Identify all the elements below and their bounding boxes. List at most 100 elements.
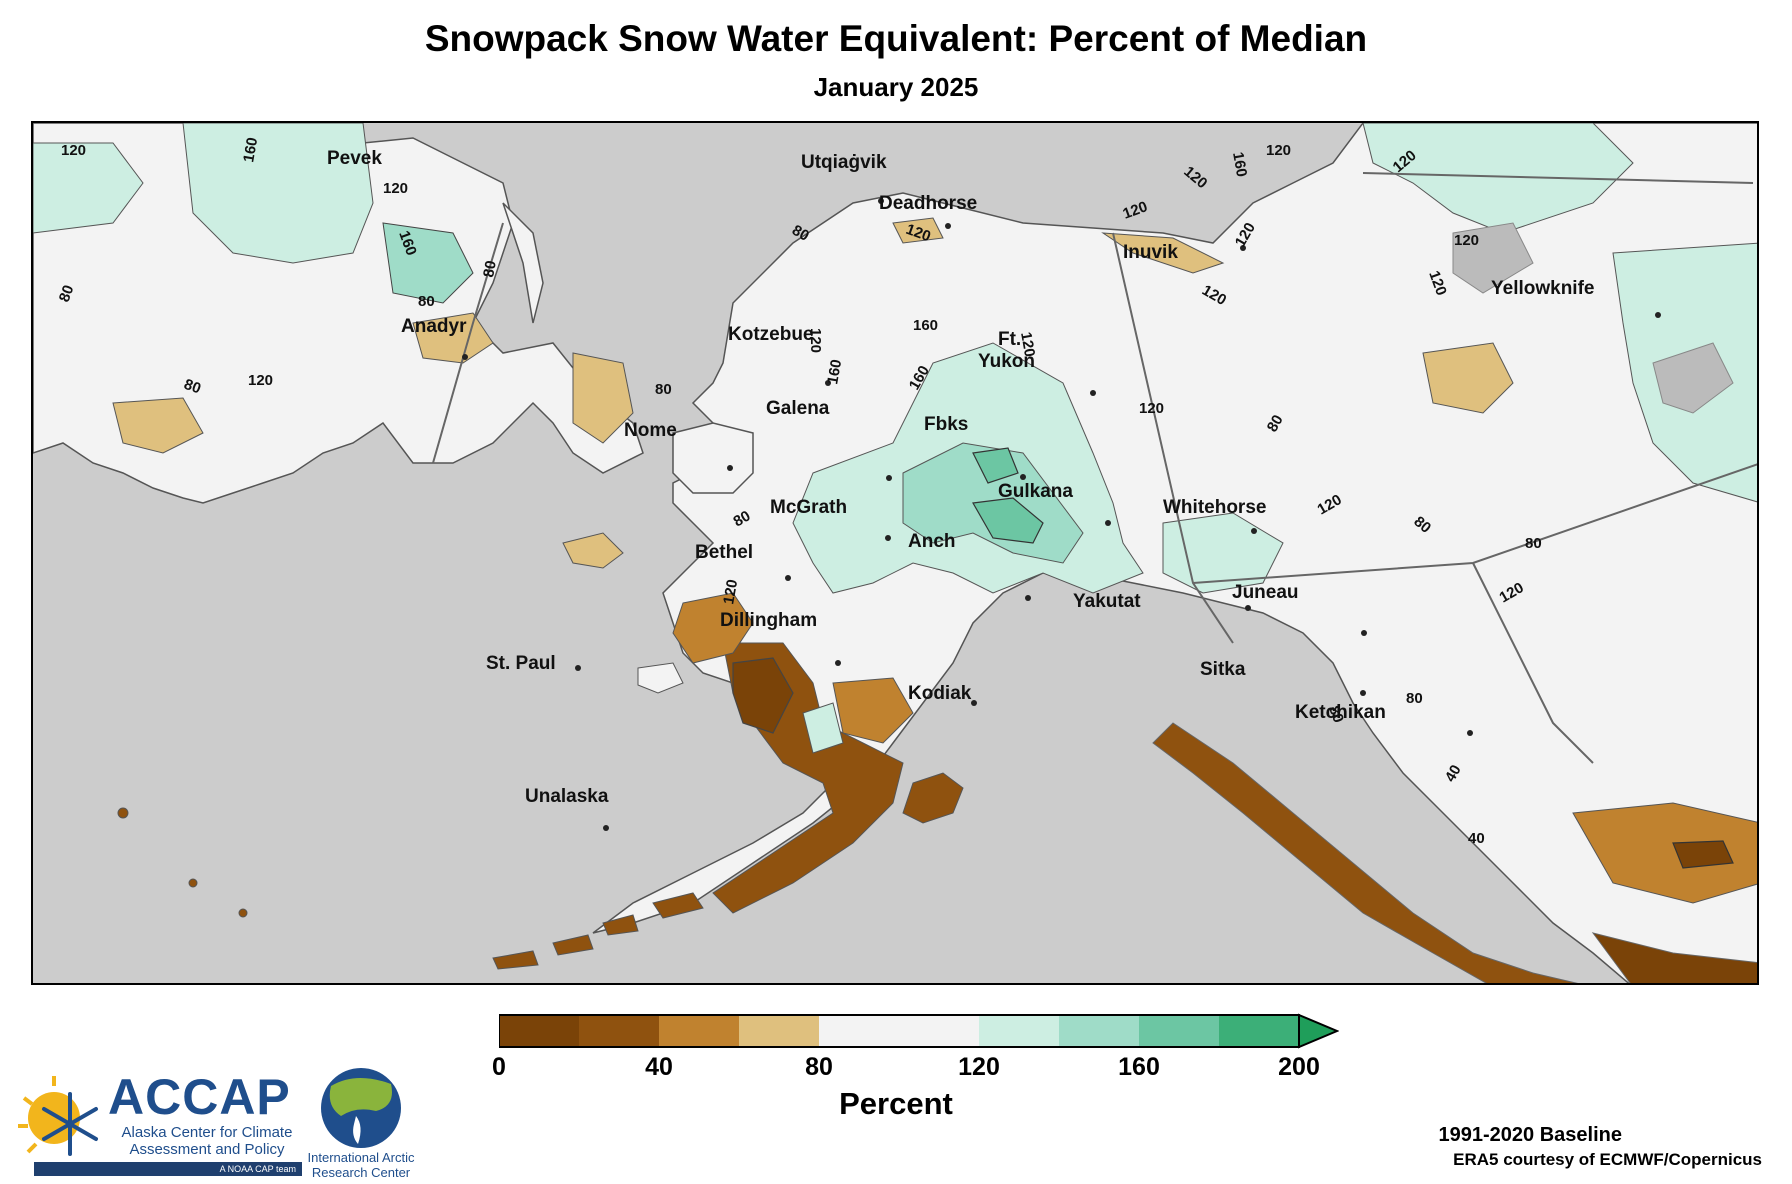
region-bc-coast-low <box>1591 932 1757 983</box>
region-bc-south-tan <box>1572 802 1757 904</box>
contour-label: 40 <box>1468 830 1485 847</box>
map-canvas: Pevek Utqiaġvik Deadhorse Inuvik Yellowk… <box>33 123 1757 983</box>
place-mcgrath: McGrath <box>770 497 847 518</box>
colorbar-bin <box>579 1015 659 1047</box>
region-chukotka-higher <box>382 222 474 304</box>
contour-label: 80 <box>418 293 435 310</box>
accap-logo: ACCAP Alaska Center for Climate Assessme… <box>14 1068 304 1180</box>
place-ketchikan: Ketchikan <box>1295 702 1386 723</box>
contour-label: 120 <box>1454 232 1479 249</box>
contour-label: 160 <box>824 358 845 386</box>
place-unalaska: Unalaska <box>525 786 609 807</box>
iarc-logo: International Arctic Research Center <box>296 1066 426 1184</box>
region-ykdelta-tan <box>672 592 754 664</box>
accap-tagline: A NOAA CAP team <box>34 1162 302 1176</box>
contour-label: 120 <box>807 328 824 353</box>
colorbar-bin <box>1139 1015 1219 1047</box>
contour-label: 120 <box>720 578 741 606</box>
place-yellowknife: Yellowknife <box>1491 278 1594 299</box>
place-bethel: Bethel <box>695 542 753 563</box>
colorbar-arrow <box>1298 1013 1339 1049</box>
landmass-seward <box>672 422 754 494</box>
contour-label: 120 <box>1266 142 1291 159</box>
contour-label: 80 <box>1325 704 1347 725</box>
contour-label: 80 <box>1525 535 1542 552</box>
region-chukotka-south-tan <box>112 397 204 454</box>
place-fbks: Fbks <box>924 414 968 435</box>
contour-label: 160 <box>1229 151 1250 179</box>
region-mcgrath-tan <box>832 677 914 744</box>
place-anch: Anch <box>908 531 956 552</box>
colorbar-tick-120: 120 <box>958 1053 1000 1081</box>
region-panhandle-low <box>1152 722 1579 983</box>
region-dillingham-teal <box>802 702 844 754</box>
place-yakutat: Yakutat <box>1073 591 1141 612</box>
contour-label: 120 <box>383 180 408 197</box>
colorbar-tick-80: 80 <box>805 1053 833 1081</box>
place-deadhorse: Deadhorse <box>879 193 977 214</box>
accap-fullname: Alaska Center for Climate Assessment and… <box>121 1124 293 1158</box>
place-kodiak: Kodiak <box>908 683 972 704</box>
contour-label: 40 <box>1442 762 1465 785</box>
place-kotzebue: Kotzebue <box>728 324 814 345</box>
colorbar-bin <box>819 1015 899 1047</box>
region-yukon-flats-highest <box>972 447 1019 484</box>
colorbar-bin <box>659 1015 739 1047</box>
colorbar-tick-200: 200 <box>1278 1053 1320 1081</box>
colorbar-bin <box>899 1015 979 1047</box>
contour-label: 120 <box>248 372 273 389</box>
colorbar-tick-160: 160 <box>1118 1053 1160 1081</box>
colorbar-title: Percent <box>839 1086 953 1121</box>
colorbar-bin <box>499 1015 579 1047</box>
place-dots <box>462 198 1661 831</box>
place-whitehorse: Whitehorse <box>1163 497 1266 518</box>
colorbar <box>499 1013 1339 1049</box>
region-fbks-highest <box>972 497 1044 544</box>
baseline-note: 1991-2020 Baseline <box>1438 1124 1622 1146</box>
place-galena: Galena <box>766 398 830 419</box>
contour-label: 80 <box>480 259 500 278</box>
contour-label: 80 <box>1264 412 1287 435</box>
region-great-slave-lake <box>1652 342 1734 414</box>
region-bc-south-low <box>1672 840 1734 869</box>
landmass-chukotka-east <box>502 202 544 324</box>
contour-label: 160 <box>913 317 938 334</box>
colorbar-bin <box>979 1015 1059 1047</box>
region-bethel-low <box>732 657 794 734</box>
sun-snowflake-icon <box>18 1076 98 1156</box>
region-north-slope-tan <box>1101 232 1225 274</box>
place-pevek: Pevek <box>327 148 382 169</box>
region-chukotka-west-high <box>33 142 144 234</box>
colorbar-bin <box>1219 1015 1299 1047</box>
aleutian-islands <box>117 807 704 970</box>
contour-label: 120 <box>1017 331 1038 359</box>
globe-icon <box>321 1068 401 1148</box>
place-sitka: Sitka <box>1200 659 1246 680</box>
place-gulkana: Gulkana <box>998 481 1073 502</box>
colorbar-bin <box>1059 1015 1139 1047</box>
place-ft: Ft. <box>998 329 1021 350</box>
contour-label: 80 <box>1406 690 1423 707</box>
map-subtitle: January 2025 <box>813 72 979 102</box>
place-dillingham: Dillingham <box>720 610 817 631</box>
region-north-slope-tan-2 <box>892 217 944 244</box>
political-borders <box>432 172 1757 764</box>
colorbar-tick-40: 40 <box>645 1053 673 1081</box>
region-chukotka-east-tan <box>572 352 634 444</box>
island-nunivak <box>637 662 684 694</box>
contour-label: 160 <box>240 136 261 164</box>
place-yukon: Yukon <box>978 351 1035 372</box>
data-credit: ERA5 courtesy of ECMWF/Copernicus <box>1453 1150 1762 1169</box>
accap-wordmark: ACCAP <box>108 1069 291 1125</box>
map-panel: Pevek Utqiaġvik Deadhorse Inuvik Yellowk… <box>31 121 1759 985</box>
contour-label: 80 <box>655 381 672 398</box>
contour-label: 120 <box>61 142 86 159</box>
iarc-fullname: International Arctic Research Center <box>307 1150 415 1180</box>
contour-label: 80 <box>789 222 812 245</box>
region-bc-north-tan <box>1422 342 1514 414</box>
colorbar-bin <box>739 1015 819 1047</box>
place-st-paul: St. Paul <box>486 653 556 674</box>
contour-label: 80 <box>56 283 78 304</box>
place-inuvik: Inuvik <box>1123 242 1178 263</box>
contour-label: 80 <box>731 507 754 530</box>
